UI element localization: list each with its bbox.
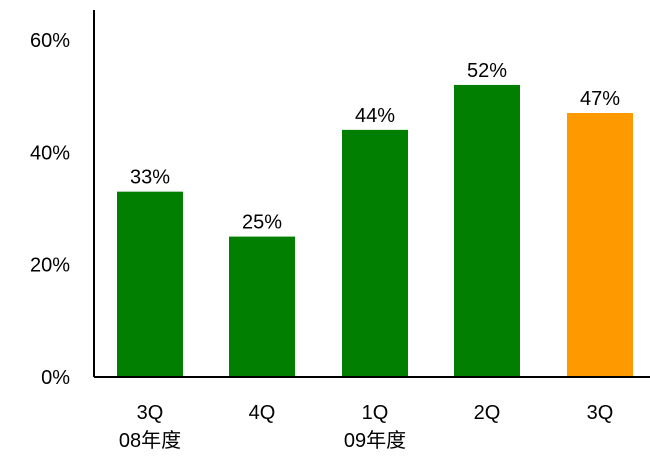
x-tick-sublabel: 08年度 <box>119 429 181 452</box>
x-tick-label: 3Q <box>137 402 164 424</box>
x-tick-label: 2Q <box>474 402 501 424</box>
x-axis-labels: 3Q 08年度 4Q 1Q 09年度 2Q 3Q <box>119 402 613 452</box>
y-tick-label: 40% <box>30 142 70 164</box>
data-label: 25% <box>242 212 282 234</box>
data-labels: 33% 25% 44% 52% 47% <box>130 60 620 234</box>
data-label: 52% <box>467 60 507 82</box>
data-label: 47% <box>580 88 620 110</box>
x-tick-sublabel: 09年度 <box>344 429 406 452</box>
bars <box>117 84 633 378</box>
bar <box>229 236 295 377</box>
bar <box>454 84 520 377</box>
bar <box>117 191 183 377</box>
x-tick-label: 1Q <box>362 402 389 424</box>
data-label: 44% <box>355 105 395 127</box>
y-tick-label: 20% <box>30 255 70 277</box>
y-tick-label: 0% <box>41 367 70 389</box>
x-tick-label: 4Q <box>249 402 276 424</box>
y-axis-ticks: 0% 20% 40% 60% <box>30 30 70 389</box>
y-tick-label: 60% <box>30 30 70 52</box>
x-tick-label: 3Q <box>587 402 614 424</box>
bar <box>342 129 408 377</box>
data-label: 33% <box>130 167 170 189</box>
bar <box>567 113 633 378</box>
